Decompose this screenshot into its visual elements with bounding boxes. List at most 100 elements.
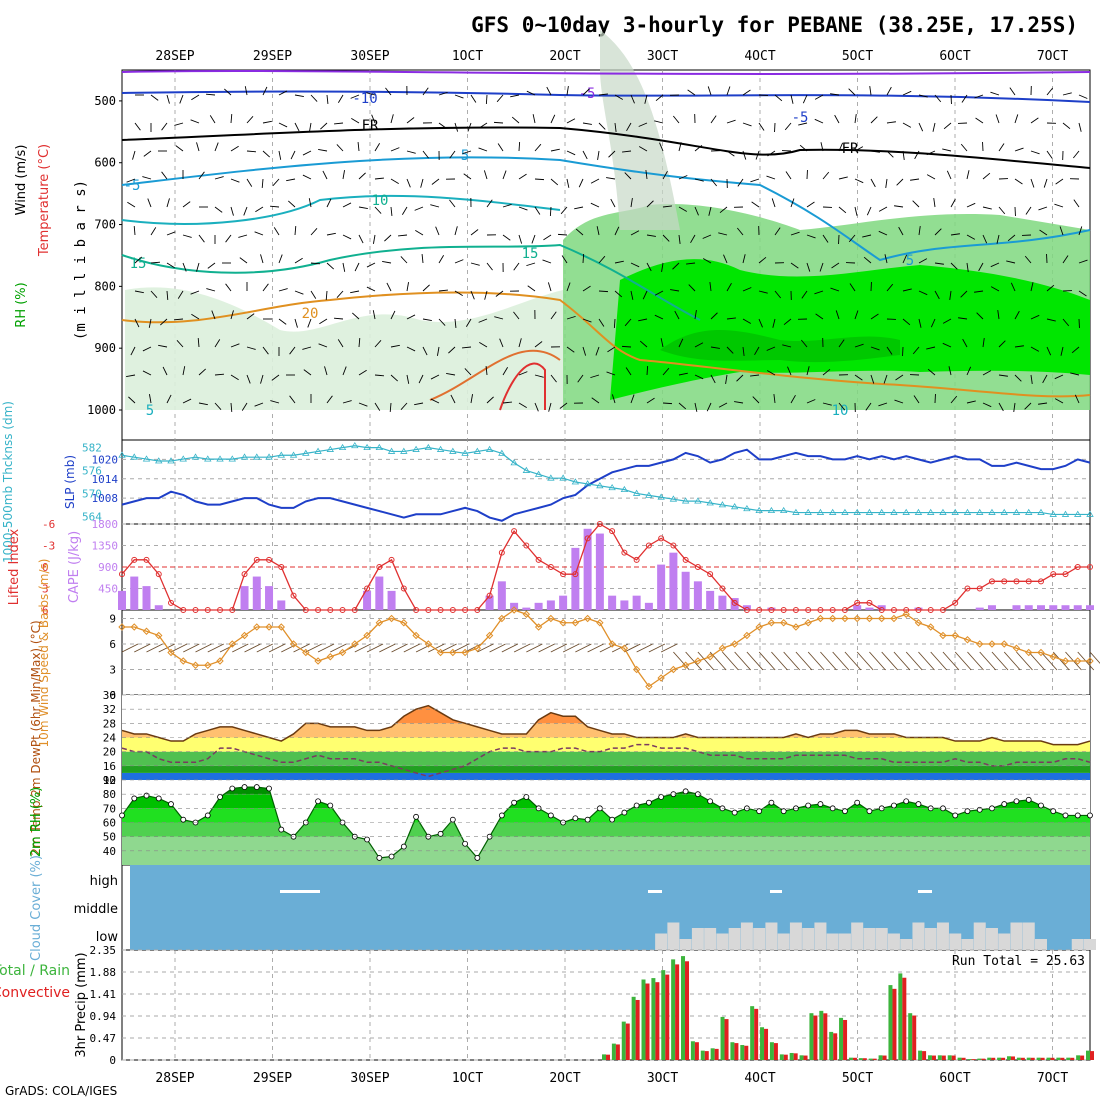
thickness-marker (743, 504, 751, 512)
wind-speed-marker (755, 623, 763, 631)
lifted-index-marker (511, 528, 518, 535)
wind-speed-marker (498, 614, 506, 623)
surface-wind-barb (893, 651, 911, 671)
surface-wind-barb (967, 651, 984, 671)
temp-band (122, 751, 1090, 766)
cape-bar (497, 581, 506, 610)
wind-speed-marker (155, 631, 163, 640)
cloud-low-bar (985, 928, 998, 950)
wind-barb (707, 86, 712, 96)
cloud-axis-label: Cloud Cover (%) (29, 855, 44, 961)
wind-barb (127, 201, 136, 208)
precip-bar-convective (1001, 1057, 1006, 1060)
lifted-index-marker (927, 607, 934, 613)
wind-barb (582, 88, 590, 96)
wind-barb (607, 346, 616, 353)
wind-barb (654, 120, 664, 124)
wind-barb (646, 234, 656, 237)
wind-barb (694, 206, 699, 216)
precip-bar-convective (823, 1013, 828, 1060)
temp-tick-label: 20 (103, 746, 116, 759)
wind-barb (496, 94, 504, 103)
wind-barb (1054, 203, 1064, 208)
cape-bar (240, 586, 249, 610)
thickness-marker (179, 455, 187, 462)
rh-marker (891, 802, 897, 809)
precip-bar-convective (813, 1015, 818, 1060)
precip-run-total: Run Total = 25.63 (952, 954, 1085, 969)
wind-barb (358, 206, 368, 210)
precip-bar-convective (892, 988, 897, 1060)
rh-marker (768, 799, 775, 806)
precip-bar-total (947, 1055, 952, 1060)
wind-barb (597, 150, 600, 160)
wind-barb (371, 114, 376, 124)
wind-barb (142, 370, 152, 376)
panel-frame-slp (121, 439, 1091, 525)
wind-barb (966, 366, 972, 376)
wind-barb (294, 122, 300, 132)
lifted-index-marker (388, 556, 395, 563)
date-label-bottom: 3OCT (647, 1071, 678, 1086)
wind-barb (389, 402, 392, 413)
precip-bar-total (1036, 1057, 1041, 1060)
wind-barb (130, 346, 136, 356)
wind-barb (534, 402, 539, 412)
thickness-marker (841, 508, 849, 515)
rh-marker (1062, 812, 1069, 819)
wind-barb (790, 94, 794, 104)
wind-barb (626, 122, 632, 132)
cape-bar (485, 595, 494, 610)
rh-marker (449, 816, 456, 823)
lifted-index-marker (400, 585, 407, 592)
precip-bar-convective (981, 1058, 986, 1060)
wind-barb (950, 395, 958, 404)
thickness-marker (534, 470, 543, 477)
cloud-low-bar (704, 928, 717, 950)
rh-marker (842, 808, 848, 815)
wind-barb (998, 374, 1008, 377)
wind-barb (260, 254, 264, 264)
wind-barb (678, 372, 688, 376)
isotherm-contour (121, 194, 561, 225)
wind-barb (448, 346, 456, 354)
wind-barb (790, 262, 799, 269)
wind-barb (646, 397, 655, 404)
precip-bar-convective (714, 1048, 719, 1060)
wind-barb (642, 290, 648, 300)
wind-barb (726, 346, 734, 354)
cape-bar (730, 598, 739, 610)
thickness-marker (1037, 508, 1045, 515)
wind-barb (435, 226, 440, 236)
surface-wind-barb (1003, 651, 1021, 671)
wind-barb (134, 256, 142, 264)
date-label-top: 6OCT (939, 49, 970, 64)
wind-barb (1030, 346, 1040, 352)
surface-wind-barb (820, 651, 837, 671)
cloud-low-bar (961, 939, 974, 950)
contour-label: -10 (352, 91, 377, 107)
wind-barb (278, 318, 287, 325)
wind-speed-marker (338, 648, 347, 657)
wind-barb (422, 346, 428, 356)
wind-barb (527, 285, 536, 292)
temp-band (122, 765, 1090, 773)
wind-barb (450, 394, 456, 404)
wind-barb (182, 201, 191, 208)
wind-speed-marker (130, 623, 138, 631)
wind-barb (561, 255, 568, 264)
wind-barb (1014, 178, 1023, 185)
precip-bar-total (631, 996, 636, 1060)
thickness-marker (498, 449, 506, 456)
wind-speed-marker (1037, 648, 1045, 657)
wind-barb (894, 399, 904, 404)
wind-barb (610, 198, 616, 208)
cape-bar (669, 552, 678, 610)
wind-barb (726, 317, 736, 320)
wind-speed-marker (461, 648, 469, 657)
wind-barb (614, 122, 617, 132)
cloud-low-bar (887, 933, 900, 950)
wind-barb (790, 231, 800, 236)
wind-speed-marker (632, 665, 641, 674)
wind-barb (950, 233, 960, 236)
